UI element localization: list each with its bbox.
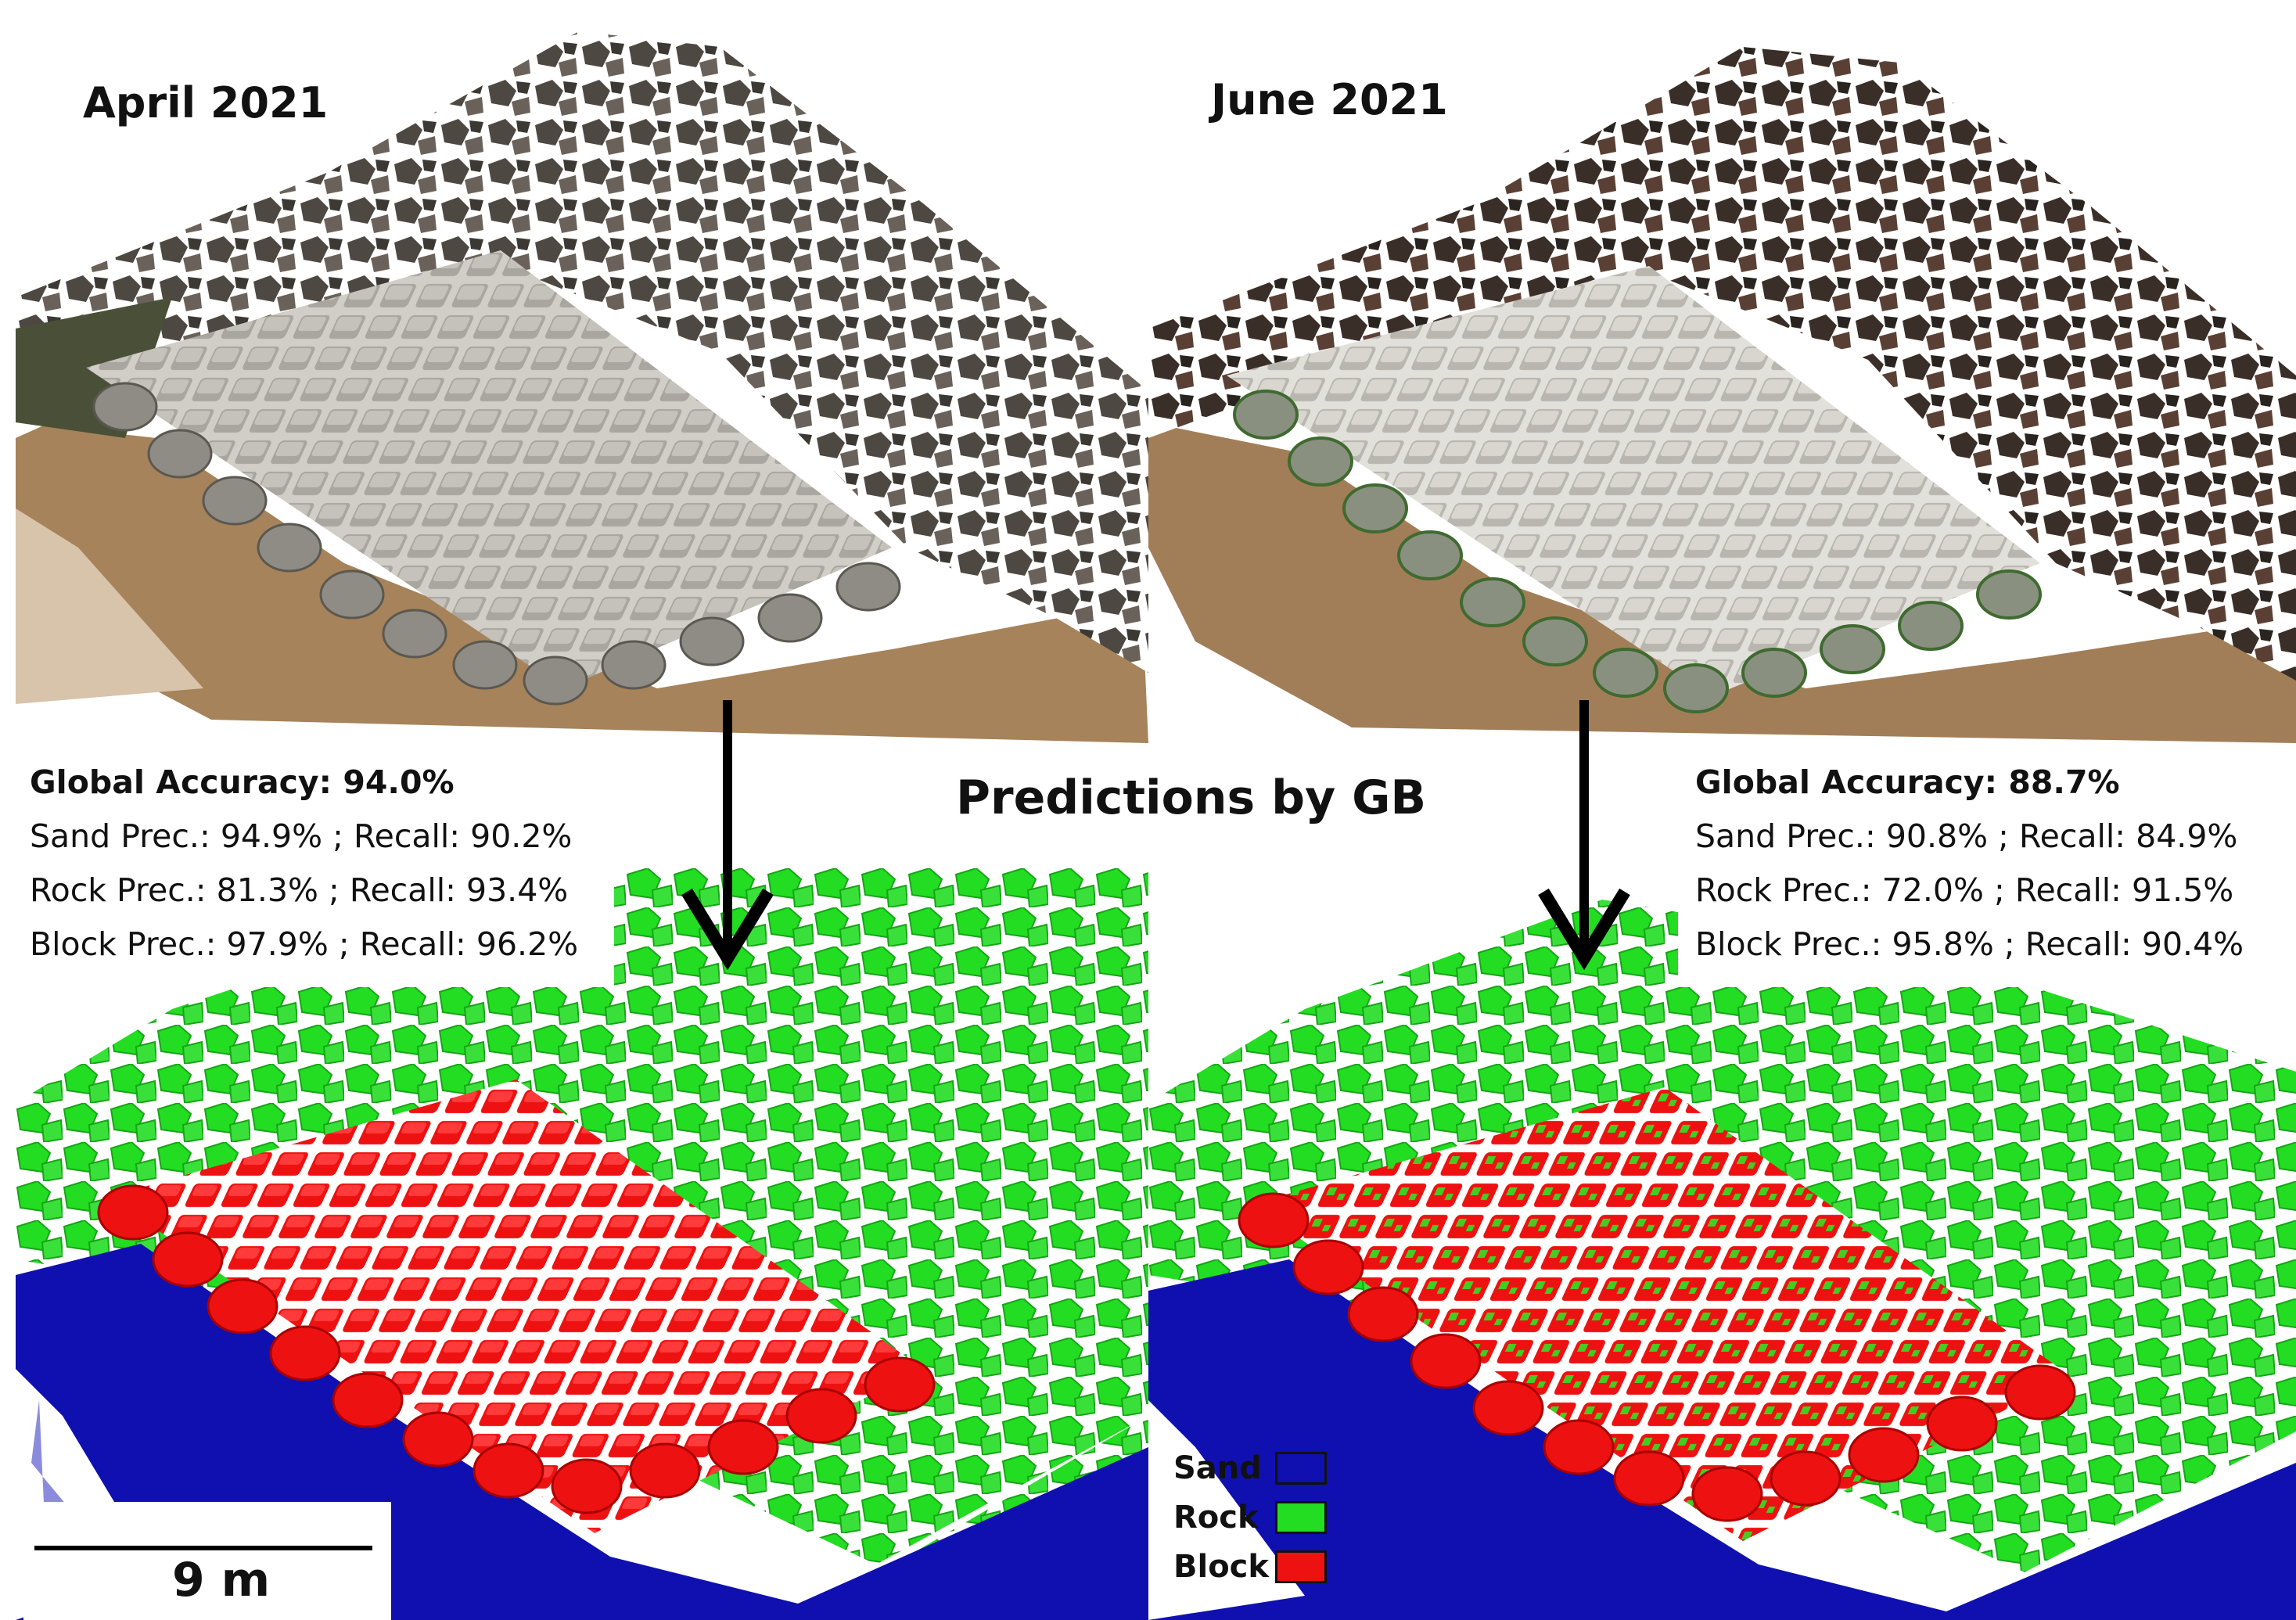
metric-row-block: Block Prec.: 95.8% ; Recall: 90.4% <box>1695 925 2244 963</box>
recall-value: 96.2% <box>476 925 579 963</box>
class-label: Sand Prec.: <box>30 817 210 855</box>
precision-value: 72.0% <box>1881 871 1984 909</box>
metrics-box-june: Global Accuracy: 88.7% Sand Prec.: 90.8%… <box>1678 753 2296 987</box>
legend-label: Block <box>1173 1548 1269 1585</box>
recall-label: Recall: <box>359 925 466 963</box>
legend-item-rock: Rock <box>1173 1492 1327 1542</box>
legend-label: Rock <box>1173 1499 1259 1536</box>
class-label: Block Prec.: <box>30 925 217 963</box>
recall-value: 84.9% <box>2136 817 2238 855</box>
pointcloud-photo-april <box>16 31 1148 743</box>
scale-bar-label: 9 m <box>172 1553 271 1607</box>
metrics-box-april: Global Accuracy: 94.0% Sand Prec.: 94.9%… <box>13 753 614 987</box>
prediction-june-2021 <box>1148 868 2296 1620</box>
recall-label: Recall: <box>2014 871 2122 909</box>
precision-value: 95.8% <box>1892 925 1994 963</box>
recall-label: Recall: <box>2025 925 2132 963</box>
precision-value: 81.3% <box>216 871 318 909</box>
global-accuracy-april: Global Accuracy: 94.0% <box>30 756 603 810</box>
metric-row-rock: Rock Prec.: 72.0% ; Recall: 91.5% <box>1695 871 2234 909</box>
global-accuracy-label: Global Accuracy: <box>30 763 332 801</box>
legend-swatch <box>1275 1500 1327 1534</box>
precision-value: 94.9% <box>220 817 323 855</box>
photo-april-2021 <box>16 0 1148 743</box>
class-label: Block Prec.: <box>1695 925 1882 963</box>
global-accuracy-june: Global Accuracy: 88.7% <box>1695 756 2290 810</box>
scale-bar-background <box>23 1502 391 1620</box>
recall-value: 93.4% <box>466 871 569 909</box>
legend-swatch <box>1275 1550 1327 1583</box>
precision-value: 90.8% <box>1885 817 1989 855</box>
center-title: Predictions by GB <box>956 770 1427 825</box>
class-label: Sand Prec.: <box>1695 817 1876 855</box>
class-label: Rock Prec.: <box>30 871 207 909</box>
recall-label: Recall: <box>2018 817 2126 855</box>
photo-june-2021 <box>1148 0 2296 743</box>
global-accuracy-value: 88.7% <box>2008 763 2120 801</box>
legend-item-block: Block <box>1173 1542 1327 1591</box>
metric-row-sand: Sand Prec.: 90.8% ; Recall: 84.9% <box>1695 817 2238 855</box>
arrow-down-icon <box>681 700 774 970</box>
class-label: Rock Prec.: <box>1695 871 1872 909</box>
recall-value: 90.2% <box>470 817 573 855</box>
classified-pointcloud-june <box>1148 900 2296 1620</box>
metric-row-rock: Rock Prec.: 81.3% ; Recall: 93.4% <box>30 871 569 909</box>
global-accuracy-value: 94.0% <box>343 763 455 801</box>
recall-label: Recall: <box>353 817 461 855</box>
legend-label: Sand <box>1173 1449 1262 1486</box>
metric-row-sand: Sand Prec.: 94.9% ; Recall: 90.2% <box>30 817 573 855</box>
metric-row-block: Block Prec.: 97.9% ; Recall: 96.2% <box>30 925 579 963</box>
legend-item-sand: Sand <box>1173 1443 1327 1492</box>
precision-value: 97.9% <box>226 925 329 963</box>
scale-bar <box>34 1546 372 1550</box>
pointcloud-photo-june <box>1148 47 2296 743</box>
recall-value: 91.5% <box>2132 871 2234 909</box>
legend-swatch <box>1275 1451 1327 1485</box>
panel-title-april: April 2021 <box>83 78 329 128</box>
global-accuracy-label: Global Accuracy: <box>1695 763 1998 801</box>
arrow-down-icon <box>1538 700 1630 970</box>
recall-label: Recall: <box>349 871 456 909</box>
panel-title-june: June 2021 <box>1211 75 1448 124</box>
recall-value: 90.4% <box>2141 925 2244 963</box>
legend: Sand Rock Block <box>1173 1443 1327 1591</box>
